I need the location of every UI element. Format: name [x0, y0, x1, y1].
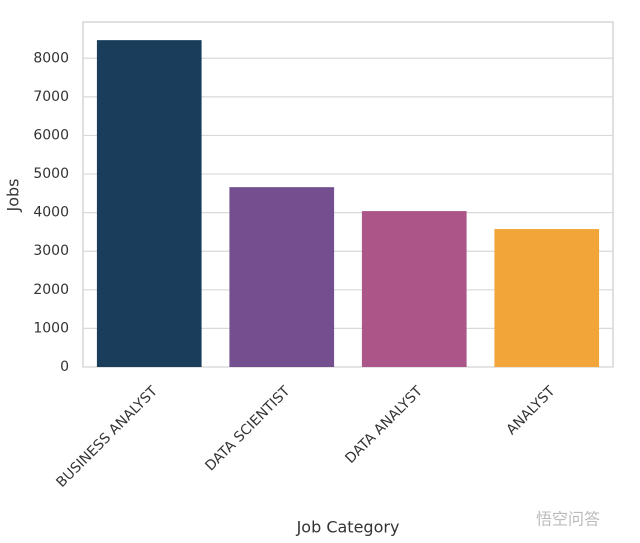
y-tick-label: 1000 — [33, 320, 69, 336]
x-tick-label: BUSINESS ANALYST — [53, 383, 161, 491]
watermark: 悟空问答 — [536, 510, 600, 529]
y-tick-label: 4000 — [33, 205, 69, 221]
x-tick-label: DATA ANALYST — [342, 383, 426, 467]
y-tick-label: 2000 — [33, 282, 69, 298]
y-tick-label: 6000 — [33, 127, 69, 143]
x-tick-label: ANALYST — [504, 383, 559, 438]
y-tick-label: 3000 — [33, 243, 69, 259]
bar — [361, 211, 467, 367]
y-tick-label: 5000 — [33, 166, 69, 182]
y-tick-label: 7000 — [33, 89, 69, 105]
x-axis-label: Job Category — [296, 518, 400, 537]
y-axis-label: Jobs — [4, 179, 23, 213]
bar — [229, 187, 335, 367]
y-tick-label: 8000 — [33, 50, 69, 66]
bar — [96, 40, 202, 368]
bar — [494, 229, 600, 367]
y-tick-label: 0 — [60, 359, 69, 375]
x-tick-label: DATA SCIENTIST — [202, 383, 293, 474]
